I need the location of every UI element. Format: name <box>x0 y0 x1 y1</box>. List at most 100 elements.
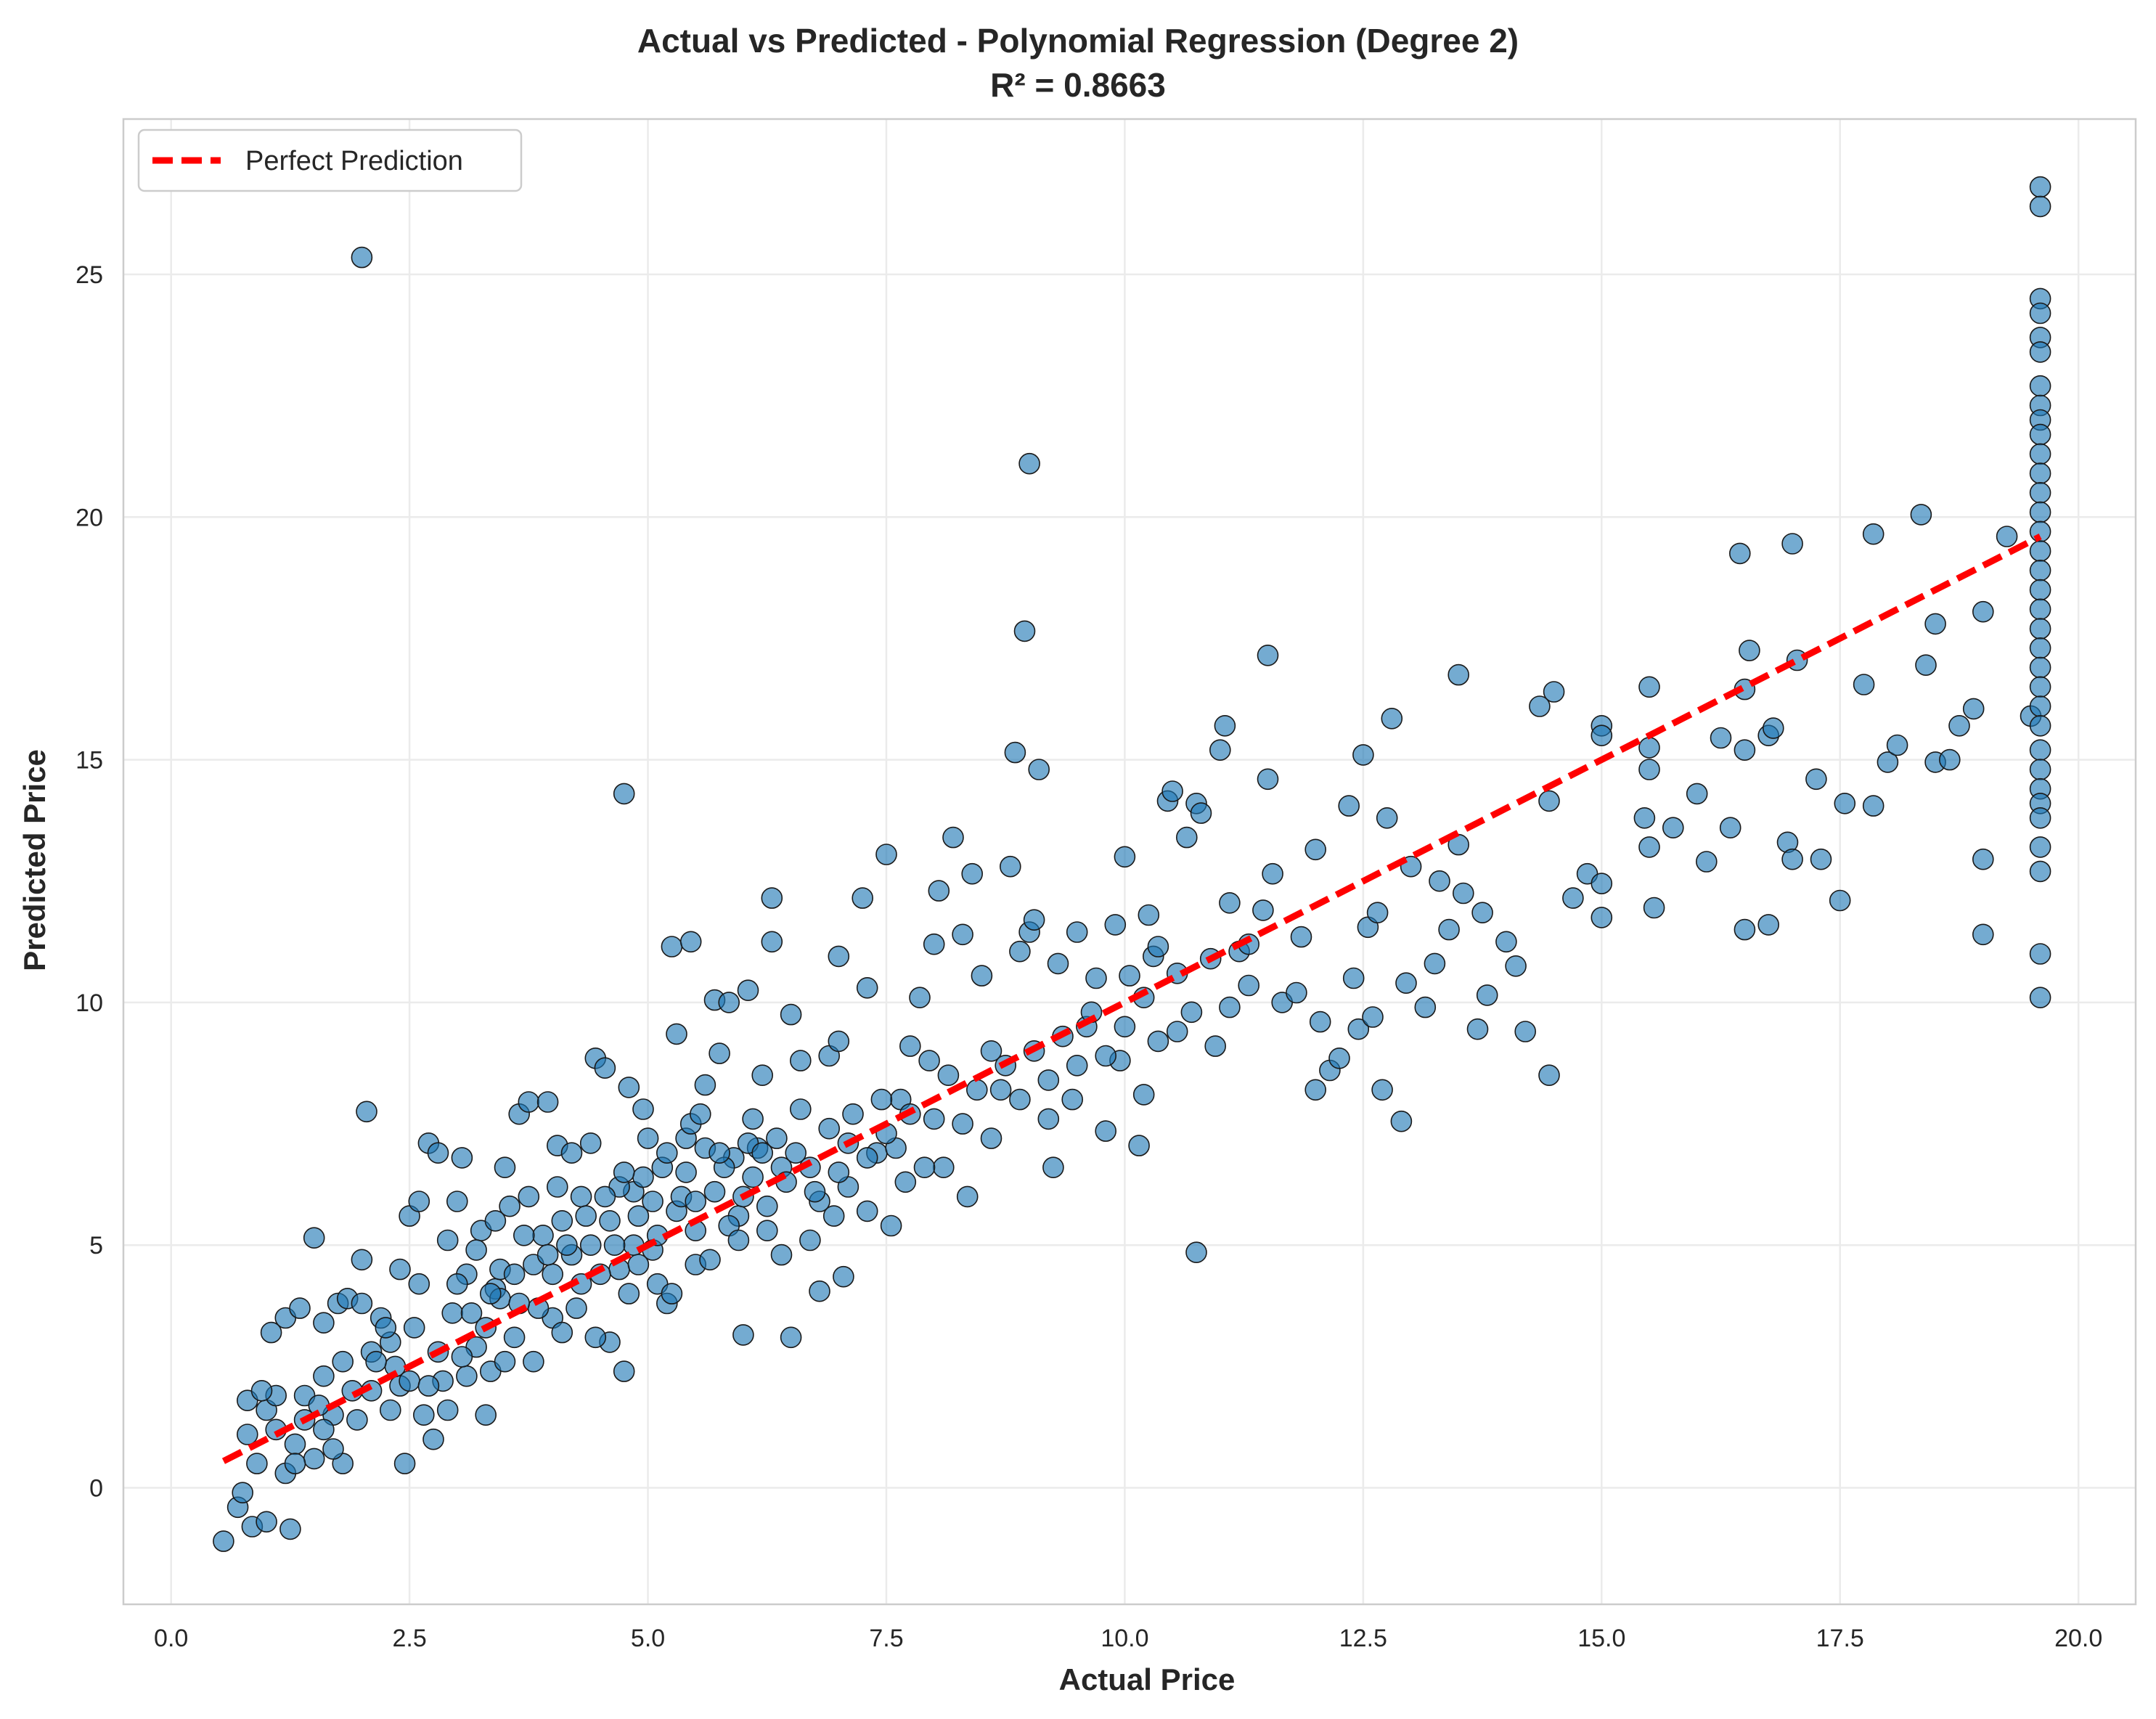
data-point <box>446 1191 468 1212</box>
data-point <box>351 1292 373 1315</box>
data-point <box>661 936 683 958</box>
data-point <box>1453 882 1474 905</box>
data-point <box>1505 955 1527 977</box>
data-point <box>1643 897 1665 919</box>
data-point <box>1781 533 1803 555</box>
data-point <box>2029 836 2051 858</box>
x-tick-label: 7.5 <box>869 1625 903 1652</box>
data-point <box>899 1035 921 1057</box>
data-point <box>232 1482 254 1503</box>
data-point <box>1877 751 1899 773</box>
data-point <box>780 1003 802 1026</box>
data-point <box>1591 907 1613 928</box>
data-point <box>2029 739 2051 761</box>
data-point <box>1638 676 1660 698</box>
data-point <box>1009 940 1031 963</box>
data-point <box>1342 967 1365 989</box>
data-point <box>894 1171 917 1193</box>
data-point <box>1114 846 1136 868</box>
data-point <box>618 1283 640 1304</box>
data-point <box>1543 681 1565 703</box>
data-point <box>2029 481 2051 504</box>
data-point <box>703 1180 726 1203</box>
plot-frame <box>122 118 2137 1606</box>
x-tick-label: 5.0 <box>631 1625 665 1652</box>
data-point <box>1805 768 1827 791</box>
data-point <box>346 1409 368 1431</box>
data-point <box>1638 836 1660 858</box>
data-point <box>1696 851 1718 873</box>
data-point <box>2029 695 2051 717</box>
data-point <box>213 1530 234 1552</box>
data-point <box>584 1326 607 1349</box>
data-point <box>1686 783 1708 805</box>
data-point <box>1476 984 1498 1006</box>
grid <box>123 119 2136 1604</box>
data-point <box>1529 695 1551 717</box>
data-point <box>1862 523 1885 545</box>
data-point <box>632 1098 654 1120</box>
data-point <box>513 1225 535 1246</box>
data-point <box>1915 654 1937 677</box>
data-point <box>952 923 973 946</box>
data-point <box>1018 452 1040 475</box>
data-point <box>2029 559 2051 581</box>
data-point <box>1638 737 1660 759</box>
data-point <box>503 1326 526 1349</box>
data-point <box>790 1050 812 1071</box>
data-point <box>1495 931 1517 953</box>
data-point <box>436 1229 459 1252</box>
data-point <box>1538 1064 1560 1086</box>
data-point <box>1138 904 1160 926</box>
x-tick-label: 0.0 <box>154 1625 188 1652</box>
data-point <box>1972 923 1994 946</box>
perfect-prediction-line <box>221 534 2042 1464</box>
data-point <box>1662 817 1684 838</box>
data-point <box>828 1030 850 1053</box>
data-point <box>1214 714 1236 737</box>
data-point <box>246 1453 268 1474</box>
data-point <box>923 1108 945 1130</box>
data-point <box>1757 914 1779 936</box>
data-point <box>613 1161 635 1183</box>
data-point <box>1185 1241 1207 1263</box>
data-point <box>785 1142 807 1164</box>
data-point <box>2029 860 2051 883</box>
data-point <box>518 1091 540 1113</box>
y-axis-ticks: 0 5 10 15 20 25 <box>75 261 103 1503</box>
data-point <box>1447 663 1469 686</box>
data-point <box>279 1518 301 1540</box>
data-point <box>856 977 878 999</box>
data-point <box>618 1077 640 1098</box>
data-point <box>627 1254 650 1275</box>
data-point <box>1219 892 1241 914</box>
data-point <box>1853 674 1875 695</box>
data-point <box>303 1448 325 1470</box>
y-tick-label: 0 <box>89 1475 103 1503</box>
data-point <box>1161 780 1183 802</box>
data-point <box>379 1399 401 1421</box>
data-point <box>613 1360 635 1382</box>
data-point <box>441 1302 464 1324</box>
data-point <box>313 1365 335 1387</box>
data-point <box>579 1132 602 1154</box>
x-axis-ticks: 0.0 2.5 5.0 7.5 10.0 12.5 15.0 17.5 20.0 <box>154 1625 2102 1652</box>
data-point <box>551 1210 573 1232</box>
data-point <box>952 1113 973 1135</box>
data-point <box>1739 640 1760 661</box>
data-point <box>565 1297 587 1319</box>
data-point <box>1209 739 1231 761</box>
data-point <box>284 1433 306 1455</box>
data-point <box>1132 1084 1155 1106</box>
data-point <box>1009 1088 1031 1111</box>
data-point <box>1438 918 1460 941</box>
data-point <box>494 1156 516 1178</box>
data-point <box>642 1191 663 1212</box>
data-point <box>1166 1021 1188 1042</box>
data-point <box>971 965 993 987</box>
data-point <box>2029 540 2051 562</box>
data-point <box>456 1365 478 1387</box>
data-point <box>766 1127 788 1149</box>
data-point <box>737 979 759 1001</box>
data-point <box>542 1263 564 1286</box>
